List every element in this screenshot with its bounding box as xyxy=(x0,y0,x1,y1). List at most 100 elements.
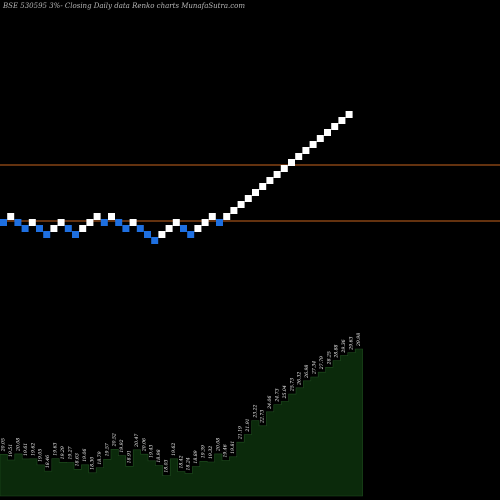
price-label: 18.91 xyxy=(127,450,133,463)
up-brick xyxy=(345,111,353,118)
price-label: 19.63 xyxy=(53,442,59,455)
up-brick xyxy=(223,213,231,220)
price-label: 23.22 xyxy=(252,404,258,418)
price-label: 19.46 xyxy=(223,444,229,457)
price-label: 20.08 xyxy=(215,438,221,452)
price-label: 19.29 xyxy=(60,446,66,459)
price-label: 18.98 xyxy=(156,449,162,462)
price-label: 19.81 xyxy=(230,441,236,454)
up-brick xyxy=(201,219,209,226)
up-brick xyxy=(172,219,180,226)
down-brick xyxy=(136,225,144,232)
price-label: 19.05 xyxy=(38,449,44,462)
up-brick xyxy=(338,117,346,124)
price-label: 18.89 xyxy=(193,450,199,463)
price-label: 18.46 xyxy=(45,455,51,468)
price-label: 18.24 xyxy=(186,457,192,470)
price-label: 22.73 xyxy=(260,410,266,424)
down-brick xyxy=(21,225,29,232)
price-label: 29.36 xyxy=(341,339,347,353)
volume-area xyxy=(0,348,363,497)
price-label: 20.05 xyxy=(1,438,7,452)
price-label: 26.98 xyxy=(304,365,310,379)
up-brick xyxy=(259,183,267,190)
up-brick xyxy=(28,219,36,226)
price-label: 18.30 xyxy=(90,457,96,470)
price-label: 24.73 xyxy=(275,388,281,402)
price-label: 18.03 xyxy=(164,459,170,472)
price-label: 19.57 xyxy=(104,443,110,456)
down-brick xyxy=(216,219,223,226)
up-brick xyxy=(295,153,303,160)
price-label: 29.98 xyxy=(356,333,362,347)
up-brick xyxy=(302,147,310,154)
up-brick xyxy=(194,225,202,232)
price-label: 21.91 xyxy=(245,418,251,432)
up-brick xyxy=(280,165,288,172)
down-brick xyxy=(122,225,130,232)
up-brick xyxy=(237,201,245,208)
price-label: 29.63 xyxy=(349,336,355,350)
up-brick xyxy=(309,141,317,148)
down-brick xyxy=(180,225,187,232)
up-brick xyxy=(244,195,252,202)
up-brick xyxy=(324,129,331,136)
up-brick xyxy=(316,135,324,142)
price-label: 20.06 xyxy=(141,438,147,452)
price-label: 20.08 xyxy=(16,438,22,452)
down-brick xyxy=(43,231,51,238)
up-brick xyxy=(108,213,115,220)
up-brick xyxy=(129,219,137,226)
up-brick xyxy=(158,231,166,238)
up-brick xyxy=(86,219,94,226)
up-brick xyxy=(273,171,281,178)
up-brick xyxy=(93,213,101,220)
price-label: 21.19 xyxy=(238,426,244,440)
price-label: 20.52 xyxy=(112,433,118,447)
down-brick xyxy=(151,237,159,244)
up-brick xyxy=(288,159,295,166)
price-label: 24.06 xyxy=(267,396,273,410)
price-label: 19.27 xyxy=(67,446,73,459)
up-brick xyxy=(252,189,259,196)
price-label: 20.47 xyxy=(134,434,140,448)
down-brick xyxy=(144,231,151,238)
price-label: 19.61 xyxy=(23,443,29,456)
price-label: 19.51 xyxy=(8,444,14,457)
up-brick xyxy=(7,213,15,220)
up-brick xyxy=(208,213,216,220)
price-label: 28.25 xyxy=(326,351,332,365)
price-label: 25.04 xyxy=(282,385,288,399)
price-label: 26.32 xyxy=(297,372,303,386)
price-label: 19.43 xyxy=(149,445,155,458)
down-brick xyxy=(14,219,22,226)
down-brick xyxy=(100,219,108,226)
price-label: 19.92 xyxy=(119,439,125,452)
up-brick xyxy=(79,225,87,232)
down-brick xyxy=(64,225,72,232)
up-brick xyxy=(331,123,339,130)
price-label: 19.32 xyxy=(208,446,214,459)
price-label: 18.63 xyxy=(75,453,81,466)
price-label: 19.62 xyxy=(30,443,36,456)
price-label: 18.42 xyxy=(178,455,184,468)
down-brick xyxy=(36,225,43,232)
price-label: 19.62 xyxy=(171,443,177,456)
down-brick xyxy=(0,219,7,226)
price-label: 25.73 xyxy=(289,378,295,392)
price-label: 18.79 xyxy=(97,451,103,464)
price-label: 27.34 xyxy=(312,361,318,375)
chart-title: BSE 530595 3%- Closing Daily data Renko … xyxy=(3,2,246,10)
up-brick xyxy=(266,177,274,184)
up-brick xyxy=(57,219,65,226)
down-brick xyxy=(72,231,79,238)
down-brick xyxy=(187,231,195,238)
price-label: 19.39 xyxy=(201,445,207,458)
up-brick xyxy=(50,225,58,232)
price-label: 19.06 xyxy=(82,449,88,462)
price-label: 28.88 xyxy=(334,344,340,358)
price-label: 27.79 xyxy=(319,356,325,370)
down-brick xyxy=(115,219,123,226)
